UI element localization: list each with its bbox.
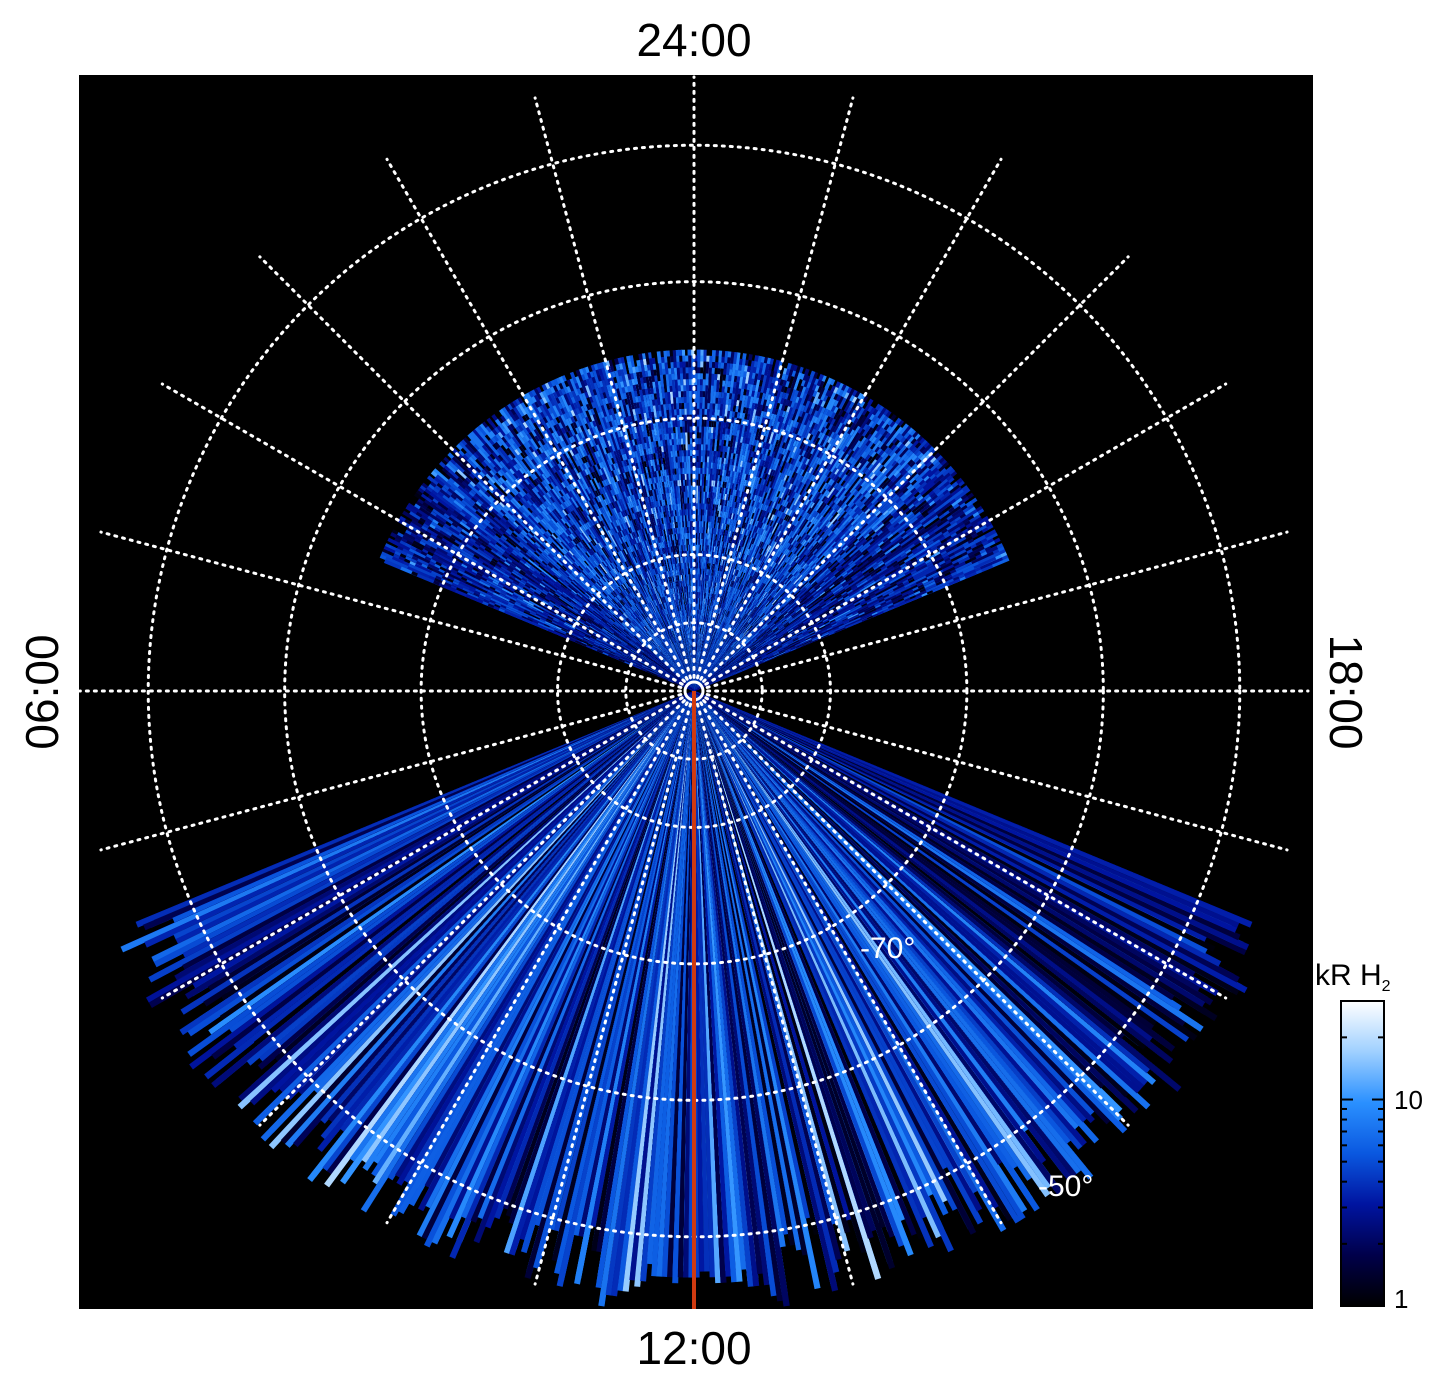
polar-projection-chart: 24:00 12:00 06:00 18:00 -70° -50° kR H2 … (0, 0, 1447, 1384)
